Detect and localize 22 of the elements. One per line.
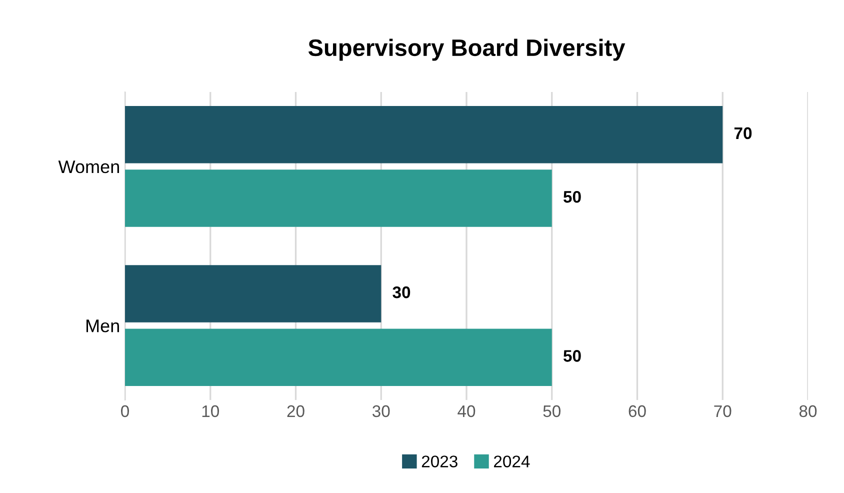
data-label: 30 <box>392 286 410 298</box>
data-label: 70 <box>734 127 752 140</box>
legend-label: 2024 <box>494 456 530 468</box>
legend-label: 2023 <box>422 456 458 468</box>
data-label: 50 <box>564 190 581 203</box>
x-tick-label: 80 <box>799 405 817 418</box>
x-tick-label: 10 <box>202 405 219 418</box>
y-tick-label: Men <box>86 320 119 332</box>
x-tick-label: 70 <box>714 405 732 418</box>
bar <box>125 170 552 227</box>
bar <box>125 106 723 164</box>
x-tick-label: 20 <box>287 405 304 418</box>
data-label: 50 <box>564 350 581 362</box>
bar <box>125 265 382 322</box>
x-tick-label: 0 <box>121 405 129 418</box>
x-tick-label: 30 <box>372 405 390 418</box>
x-tick-label: 60 <box>628 405 646 418</box>
chart-title: Supervisory Board Diversity <box>308 38 626 61</box>
bar <box>125 328 552 386</box>
x-tick-label: 50 <box>543 405 560 418</box>
x-tick-label: 40 <box>458 405 476 418</box>
y-tick-label: Women <box>58 160 119 174</box>
